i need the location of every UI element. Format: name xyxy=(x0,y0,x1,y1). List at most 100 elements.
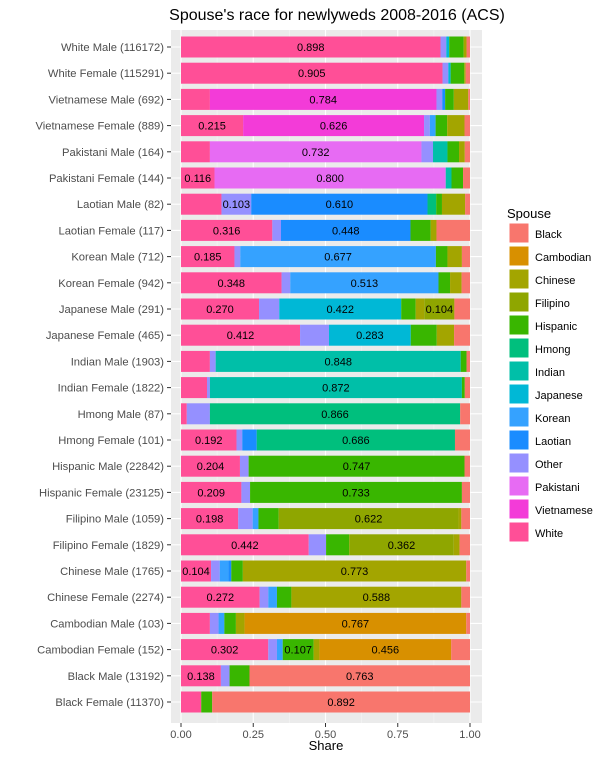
bar-segment-white xyxy=(181,429,237,451)
bar-segment-other xyxy=(211,560,220,582)
bar-segment-filipino xyxy=(424,298,455,320)
bar-segment-hispanic xyxy=(451,167,464,189)
bar-segment-hispanic xyxy=(435,246,448,268)
bar-segment-hispanic xyxy=(450,62,465,84)
bar-segment-hispanic xyxy=(438,272,451,294)
bar-segment-chinese xyxy=(453,88,469,110)
bar-segment-indian xyxy=(445,167,452,189)
bar-segment-black xyxy=(464,141,470,163)
bar-value-label: 0.107 xyxy=(284,645,312,657)
y-tick-label: Cambodian Female (152) xyxy=(37,645,164,657)
bar-row xyxy=(181,298,470,320)
chart-title: Spouse's race for newlyweds 2008-2016 (A… xyxy=(169,7,505,24)
bar-value-label: 0.316 xyxy=(213,225,241,237)
bar-segment-white xyxy=(181,403,187,425)
bar-value-label: 0.905 xyxy=(298,68,326,80)
bar-segment-japanese xyxy=(328,324,411,346)
bar-segment-hispanic xyxy=(445,88,454,110)
bar-segment-white xyxy=(181,36,441,58)
bar-segment-black xyxy=(212,691,470,713)
legend-label: White xyxy=(535,528,563,540)
bar-row xyxy=(181,88,470,110)
bar-segment-white xyxy=(181,193,222,215)
legend-label: Hispanic xyxy=(535,321,578,333)
bar-value-label: 0.686 xyxy=(342,435,370,447)
legend-label: Chinese xyxy=(535,275,575,287)
x-axis: 0.00 0.25 0.50 0.75 1.00 xyxy=(170,723,481,741)
bar-row xyxy=(181,455,470,477)
bar-segment-hispanic xyxy=(447,141,460,163)
bar-segment-white xyxy=(181,272,282,294)
bar-segment-other xyxy=(236,429,243,451)
bar-segment-hispanic xyxy=(401,298,416,320)
bar-segment-black xyxy=(464,377,470,399)
y-tick-label: Korean Male (712) xyxy=(71,252,164,264)
bar-segment-chinese xyxy=(313,639,320,661)
y-tick-label: Hmong Female (101) xyxy=(58,435,164,447)
legend-key-hispanic xyxy=(508,314,530,336)
bar-segment-black xyxy=(461,508,470,530)
bar-segment-other xyxy=(272,219,281,241)
bar-row xyxy=(181,350,470,372)
bar-row xyxy=(181,691,470,713)
bar-segment-korean xyxy=(429,115,436,137)
bar-value-label: 0.362 xyxy=(388,540,416,552)
bar-row xyxy=(181,324,470,346)
legend-key-laotian xyxy=(508,429,530,451)
bar-value-label: 0.283 xyxy=(356,330,384,342)
y-axis: White Male (116172) White Female (115291)… xyxy=(35,42,171,709)
bar-segment-chinese xyxy=(415,298,425,320)
bar-row xyxy=(181,534,470,556)
bar-segment-laotian xyxy=(442,88,446,110)
legend-label: Vietnamese xyxy=(535,505,593,517)
bar-segment-cambodian xyxy=(244,612,467,634)
bar-segment-indian xyxy=(215,350,461,372)
y-tick-label: Chinese Female (2274) xyxy=(47,592,164,604)
bar-segment-chinese xyxy=(430,219,437,241)
x-tick-label: 0.50 xyxy=(315,729,336,741)
bar-value-label: 0.898 xyxy=(297,42,325,54)
legend-label: Pakistani xyxy=(535,482,580,494)
bar-value-label: 0.192 xyxy=(195,435,223,447)
y-tick-label: Pakistani Female (144) xyxy=(49,173,164,185)
bar-segment-black xyxy=(461,481,470,503)
bar-segment-white xyxy=(181,508,239,530)
legend-label: Indian xyxy=(535,367,565,379)
bar-segment-korean xyxy=(219,560,229,582)
bar-segment-hispanic xyxy=(449,36,464,58)
bar-segment-black xyxy=(461,246,470,268)
bar-segment-other xyxy=(186,403,210,425)
bar-value-label: 0.116 xyxy=(184,173,211,185)
legend-label: Cambodian xyxy=(535,252,591,264)
bar-segment-black xyxy=(465,193,470,215)
bar-segment-white xyxy=(181,586,260,608)
bar-row xyxy=(181,665,470,687)
bar-segment-pakistani xyxy=(209,141,422,163)
bar-segment-white xyxy=(181,350,210,372)
bar-segment-indian xyxy=(433,141,448,163)
bar-value-label: 0.103 xyxy=(223,199,251,211)
bar-value-label: 0.866 xyxy=(321,409,349,421)
bar-segment-white xyxy=(181,141,210,163)
bar-row xyxy=(181,429,470,451)
bar-segment-hmong xyxy=(209,403,461,425)
bar-segment-chinese xyxy=(447,115,465,137)
bar-value-label: 0.198 xyxy=(196,514,224,526)
bar-segment-black xyxy=(454,298,470,320)
bar-segment-hispanic xyxy=(231,560,243,582)
bar-row xyxy=(181,612,470,634)
y-tick-label: Black Male (13192) xyxy=(68,671,165,683)
bar-segment-black xyxy=(465,62,470,84)
bar-value-label: 0.800 xyxy=(316,173,344,185)
legend-key-korean xyxy=(508,406,530,428)
bar-segment-chinese xyxy=(464,62,466,84)
legend-label: Other xyxy=(535,459,563,471)
y-tick-label: Korean Female (942) xyxy=(58,278,164,290)
bar-row xyxy=(181,272,470,294)
bar-row xyxy=(181,193,470,215)
bar-segment-hispanic xyxy=(435,115,448,137)
bar-segment-white xyxy=(181,324,301,346)
bar-segment-indian xyxy=(209,377,462,399)
bar-segment-black xyxy=(466,560,470,582)
